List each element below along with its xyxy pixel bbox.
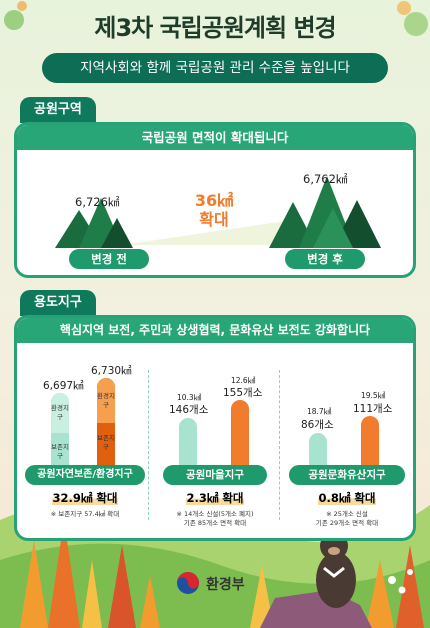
g1-note1: ※ 보존지구 57.4㎢ 확대 [50, 510, 120, 518]
g1-before-bar-top-seg [51, 393, 69, 433]
g1-label: 공원자연보존/환경지구 [25, 465, 145, 485]
g3-increase-text: 0.8㎢ 확대 [318, 491, 376, 505]
g2-after-bar [231, 400, 249, 473]
increase-value: 36㎢ [194, 191, 234, 210]
g1-before-top-label: 환경지구 [51, 404, 69, 421]
g2-note2: 기존 85개소 면적 확대 [183, 519, 247, 527]
before-label: 변경 전 [69, 249, 149, 269]
g3-after-count: 111개소 [353, 403, 393, 415]
ministry-logo-text: 환경부 [206, 577, 245, 593]
g2-increase-text: 2.3㎢ 확대 [186, 491, 244, 505]
tab-park-area: 공원구역 [20, 97, 96, 123]
g3-note2: 기존 29개소 면적 확대 [315, 519, 379, 527]
g2-note1: ※ 14개소 신설(5개소 폐지) [176, 510, 254, 518]
g2-increase: 2.3㎢ 확대 [155, 490, 275, 506]
g2-after-area: 12.6㎢ [231, 376, 256, 385]
increase-word: 확대 [199, 210, 229, 229]
g3-after-area: 19.5㎢ [361, 391, 386, 400]
g1-after-top-label: 환경지구 [97, 392, 115, 409]
page-title: 제3차 국립공원계획 변경 [94, 14, 336, 42]
park-area-diagram [55, 176, 381, 248]
g1-before-bottom-label: 보존지구 [51, 443, 69, 460]
after-label: 변경 후 [285, 249, 365, 269]
g3-before-area: 18.7㎢ [307, 407, 332, 416]
g3-note1: ※ 25개소 신설 [326, 510, 368, 518]
after-area-value: 6,762㎢ [303, 172, 348, 186]
g3-before-bar [309, 433, 327, 473]
zoning-card: 핵심지역 보전, 주민과 상생협력, 문화유산 보전도 강화합니다 6,697㎢… [14, 315, 416, 541]
g3-before-count: 86개소 [301, 419, 334, 431]
g1-increase-text: 32.9㎢ 확대 [52, 491, 118, 505]
g2-before-count: 146개소 [169, 404, 209, 416]
before-area-value: 6,726㎢ [75, 195, 120, 209]
g1-after-value: 6,730㎢ [91, 365, 132, 377]
g3-after-bar [361, 416, 379, 473]
tab-zoning: 용도지구 [20, 290, 96, 316]
divider-2 [279, 370, 280, 520]
park-area-headline: 국립공원 면적이 확대됩니다 [17, 125, 413, 150]
g3-label: 공원문화유산지구 [289, 465, 405, 485]
g1-after-bar-top-seg [97, 378, 115, 423]
zoning-headline: 핵심지역 보전, 주민과 상생협력, 문화유산 보전도 강화합니다 [17, 318, 413, 343]
divider-1 [148, 370, 149, 520]
g2-after-count: 155개소 [223, 387, 263, 399]
taegeuk-emblem-icon [177, 572, 199, 594]
g3-increase: 0.8㎢ 확대 [287, 490, 407, 506]
ministry-logo: 환경부 [176, 570, 266, 596]
g1-before-value: 6,697㎢ [43, 380, 84, 392]
g2-before-area: 10.3㎢ [177, 393, 202, 402]
park-area-card: 국립공원 면적이 확대됩니다 6,726㎢ 6,762㎢ 36㎢ 확대 변경 전… [14, 122, 416, 278]
g2-label: 공원마을지구 [163, 465, 267, 485]
g2-before-bar [179, 418, 197, 473]
g1-after-bottom-label: 보존지구 [97, 434, 115, 451]
g1-increase: 32.9㎢ 확대 [25, 490, 145, 506]
page-subtitle: 지역사회와 함께 국립공원 관리 수준을 높입니다 [42, 53, 388, 83]
